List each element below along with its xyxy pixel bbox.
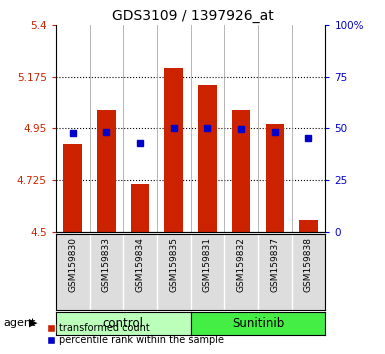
Bar — [266, 124, 284, 232]
Text: GDS3109 / 1397926_at: GDS3109 / 1397926_at — [112, 9, 273, 23]
Text: GSM159832: GSM159832 — [237, 238, 246, 292]
Text: ▶: ▶ — [28, 318, 37, 328]
Bar — [131, 184, 149, 232]
Bar — [97, 110, 115, 232]
Bar — [164, 69, 183, 232]
Text: control: control — [103, 316, 144, 330]
Text: GSM159831: GSM159831 — [203, 238, 212, 292]
Legend: transformed count, percentile rank within the sample: transformed count, percentile rank withi… — [44, 319, 228, 349]
Text: agent: agent — [4, 318, 36, 328]
Bar — [198, 85, 217, 232]
Bar — [299, 221, 318, 232]
Text: GSM159835: GSM159835 — [169, 238, 178, 292]
Text: Sunitinib: Sunitinib — [232, 316, 284, 330]
Text: GSM159833: GSM159833 — [102, 238, 111, 292]
Text: GSM159838: GSM159838 — [304, 238, 313, 292]
Bar — [64, 144, 82, 232]
Text: GSM159830: GSM159830 — [68, 238, 77, 292]
Text: GSM159834: GSM159834 — [136, 238, 144, 292]
Bar — [232, 110, 250, 232]
Text: GSM159837: GSM159837 — [270, 238, 279, 292]
